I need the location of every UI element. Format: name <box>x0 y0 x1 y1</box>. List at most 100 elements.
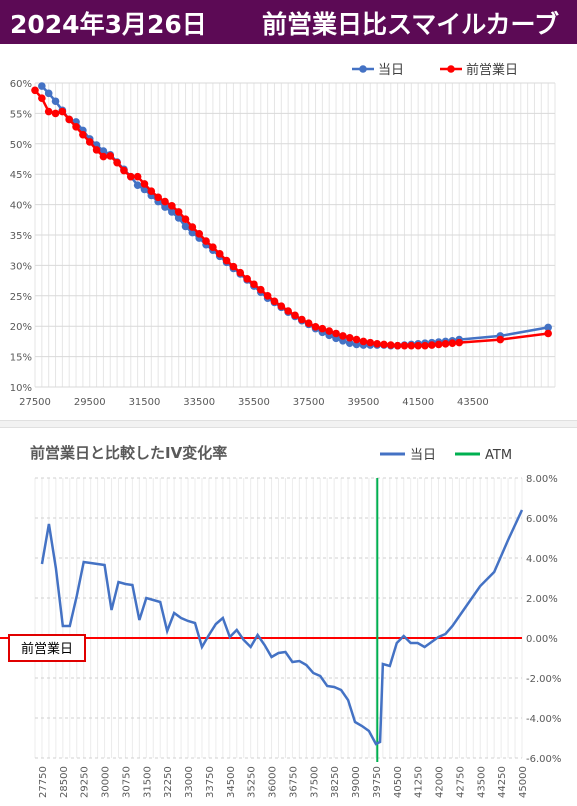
x-tick-label: 43500 <box>476 766 487 798</box>
legend-label: 当日 <box>410 448 436 463</box>
data-point <box>31 86 39 95</box>
data-point <box>407 341 416 350</box>
data-point <box>222 256 231 265</box>
x-tick-label: 41500 <box>402 397 434 408</box>
data-point <box>202 237 210 245</box>
data-point <box>455 338 464 347</box>
x-tick-label: 45000 <box>518 766 529 798</box>
data-point <box>345 339 354 348</box>
data-point <box>168 202 176 210</box>
data-point <box>229 262 238 271</box>
data-point <box>256 285 265 294</box>
data-point <box>140 180 149 188</box>
x-tick-label: 39000 <box>351 766 362 798</box>
data-point <box>209 243 217 251</box>
x-tick-label: 36750 <box>288 766 299 798</box>
data-point <box>92 146 101 154</box>
x-tick-label: 41250 <box>414 766 425 798</box>
header-banner: 2024年3月26日 前営業日比スマイルカーブ <box>0 0 577 44</box>
data-point <box>544 323 552 332</box>
x-tick-label: 38250 <box>330 766 341 798</box>
data-point <box>380 340 388 349</box>
data-point <box>393 341 402 350</box>
data-point <box>154 193 162 202</box>
x-tick-label: 44250 <box>497 766 508 798</box>
data-point <box>99 152 108 161</box>
smile-curve-chart: 10% 15% 20% 25% 30% 35% 40% 45% 50% 55% 60% 27500 29… <box>0 48 577 418</box>
data-point <box>434 340 443 349</box>
data-point <box>161 197 169 206</box>
series-line-prev-day <box>34 89 549 347</box>
y-tick-label: 0.00% <box>526 634 558 645</box>
y-tick-label: -4.00% <box>526 714 561 725</box>
data-point <box>38 82 46 90</box>
data-point <box>414 341 422 350</box>
x-tick-label: 29500 <box>74 397 106 408</box>
data-point <box>277 302 286 310</box>
data-point <box>373 340 381 348</box>
x-tick-label: 29250 <box>80 766 91 798</box>
data-point <box>161 203 169 211</box>
x-tick-label: 35250 <box>247 766 258 798</box>
data-point <box>291 311 299 320</box>
y-tick-label: 6.00% <box>526 514 558 525</box>
x-tick-label: 31500 <box>129 397 161 408</box>
data-point <box>174 214 183 222</box>
series-line-today <box>40 509 524 746</box>
data-point <box>263 292 272 300</box>
data-point <box>386 341 395 349</box>
x-tick-label: 33000 <box>184 766 195 798</box>
y-tick-label: 8.00% <box>526 474 558 485</box>
data-point <box>400 341 409 350</box>
data-point <box>106 152 115 160</box>
previous-day-tag: 前営業日 <box>8 634 86 662</box>
data-point <box>311 323 320 331</box>
legend-label: 当日 <box>378 63 404 78</box>
data-point <box>496 335 505 344</box>
data-point <box>181 222 190 231</box>
y-tick-label: 20% <box>10 322 32 333</box>
data-point <box>236 268 245 277</box>
y-tick-label: 60% <box>10 79 32 90</box>
data-point <box>428 341 436 349</box>
x-tick-label: 33500 <box>183 397 215 408</box>
chart-title: 前営業日と比較したIV変化率 <box>30 444 227 462</box>
data-point <box>352 335 361 344</box>
data-point <box>359 337 368 346</box>
data-point <box>65 115 74 124</box>
smile-curve-svg: 10% 15% 20% 25% 30% 35% 40% 45% 50% 55% 60% 27500 29… <box>10 62 556 408</box>
y-tick-label: 2.00% <box>526 594 558 605</box>
data-point <box>133 172 142 181</box>
data-point <box>298 315 306 324</box>
iv-change-svg: 前営業日と比較したIV変化率 8.00% 6.00% 4.00% 2.00% 0.00% -… <box>0 444 561 798</box>
x-tick-label: 39500 <box>348 397 380 408</box>
data-point <box>250 280 258 289</box>
data-point <box>72 122 80 131</box>
data-point <box>243 274 251 283</box>
x-tick-label: 37500 <box>293 397 325 408</box>
y-tick-label: 35% <box>10 231 32 242</box>
x-tick-label: 36000 <box>268 766 279 798</box>
data-point <box>304 319 313 327</box>
data-point <box>51 109 60 118</box>
x-tick-label: 27750 <box>38 766 49 798</box>
x-tick-label: 43500 <box>457 397 489 408</box>
data-point <box>44 107 53 116</box>
data-point <box>366 338 375 347</box>
data-point <box>284 307 292 315</box>
data-point <box>38 94 46 102</box>
x-tick-label: 33750 <box>205 766 216 798</box>
x-tick-label: 40500 <box>393 766 404 798</box>
y-tick-label: 40% <box>10 201 32 212</box>
data-point <box>544 329 552 338</box>
data-point <box>120 166 128 175</box>
y-tick-label: 4.00% <box>526 554 558 565</box>
x-tick-label: 30750 <box>121 766 132 798</box>
data-point <box>448 339 457 348</box>
x-tick-label: 39750 <box>372 766 383 798</box>
data-point <box>147 187 156 196</box>
y-tick-label: 25% <box>10 292 32 303</box>
data-point <box>421 341 429 350</box>
x-tick-label: 42750 <box>455 766 466 798</box>
data-point <box>441 340 450 348</box>
